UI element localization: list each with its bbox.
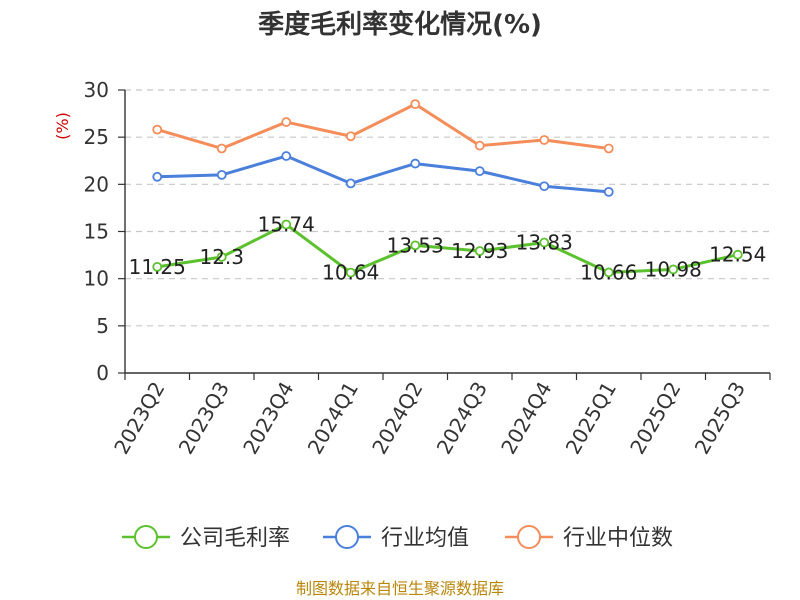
data-point — [345, 131, 356, 142]
x-tick-label: 2023Q3 — [174, 378, 234, 459]
data-point — [474, 246, 485, 256]
y-axis-label: (%) — [53, 112, 72, 140]
data-label: 13.53 — [387, 233, 444, 257]
data-point — [345, 267, 356, 278]
data-labels: 11.25 12.3 15.74 10.64 13.53 12.93 13.83 10.66 1… — [129, 213, 767, 285]
data-point — [603, 267, 614, 278]
data-label: 12.3 — [199, 245, 244, 269]
y-tick-label: 5 — [96, 314, 109, 338]
data-point — [539, 181, 550, 192]
x-tick-label: 2025Q1 — [561, 378, 621, 459]
data-point — [345, 178, 356, 189]
data-point — [410, 99, 421, 110]
data-point — [281, 219, 292, 230]
x-tick-label: 2023Q4 — [238, 378, 298, 459]
x-tick-label: 2024Q1 — [303, 378, 363, 459]
data-label: 15.74 — [258, 213, 315, 237]
x-tick-label: 2024Q3 — [432, 378, 492, 459]
data-label: 12.54 — [709, 243, 766, 267]
x-tick-label: 2023Q2 — [109, 378, 169, 459]
data-point — [152, 261, 163, 272]
y-tick-label: 0 — [96, 361, 109, 385]
data-point — [603, 186, 614, 197]
data-point — [216, 169, 227, 180]
data-label: 10.66 — [580, 260, 637, 284]
series-line — [157, 223, 739, 275]
data-point — [603, 143, 614, 154]
data-point — [281, 117, 292, 127]
data-point — [410, 240, 421, 251]
chart-title: 季度毛利率变化情况(%) — [258, 9, 542, 40]
y-tick-label: 15 — [84, 220, 109, 244]
x-tick-label: 2025Q2 — [625, 378, 685, 459]
data-point — [410, 158, 421, 169]
grid-lines — [125, 89, 770, 327]
data-point — [216, 143, 227, 154]
data-point — [668, 264, 679, 275]
data-point — [474, 140, 485, 151]
data-point — [152, 171, 163, 182]
y-tick-label: 10 — [84, 267, 109, 291]
series-line — [156, 102, 609, 150]
legend-label: 行业中位数 — [563, 526, 673, 551]
data-label: 10.98 — [645, 257, 702, 281]
legend-swatch-marker — [134, 525, 158, 549]
data-point — [539, 135, 550, 145]
legend-item[interactable]: 公司毛利率 — [122, 525, 290, 551]
data-point — [474, 166, 485, 177]
data-label: 10.64 — [322, 261, 379, 285]
legend-item[interactable]: 行业均值 — [323, 525, 469, 551]
data-point — [152, 124, 163, 135]
legend-swatch-marker — [517, 525, 541, 549]
data-label: 11.25 — [129, 255, 186, 279]
data-point — [539, 237, 550, 248]
legend-item[interactable]: 行业中位数 — [505, 525, 673, 551]
y-tick-label: 25 — [84, 125, 109, 149]
data-label: 13.83 — [516, 231, 573, 255]
data-label: 12.93 — [451, 239, 508, 263]
data-point — [281, 151, 292, 161]
legend[interactable]: 公司毛利率 行业均值 行业中位数 — [122, 525, 673, 551]
x-tick-label: 2025Q3 — [690, 378, 750, 459]
legend-label: 行业均值 — [381, 526, 469, 551]
data-point — [732, 249, 743, 260]
series-lines — [152, 99, 743, 278]
series-line — [157, 154, 609, 194]
x-tick-label: 2024Q4 — [496, 378, 556, 459]
legend-swatch-marker — [335, 525, 359, 549]
source-note: 制图数据来自恒生聚源数据库 — [296, 579, 504, 598]
data-point — [216, 252, 227, 262]
x-tick-label: 2024Q2 — [367, 378, 427, 459]
legend-label: 公司毛利率 — [180, 526, 290, 551]
y-tick-label: 20 — [84, 172, 109, 196]
y-tick-label: 30 — [84, 78, 109, 102]
